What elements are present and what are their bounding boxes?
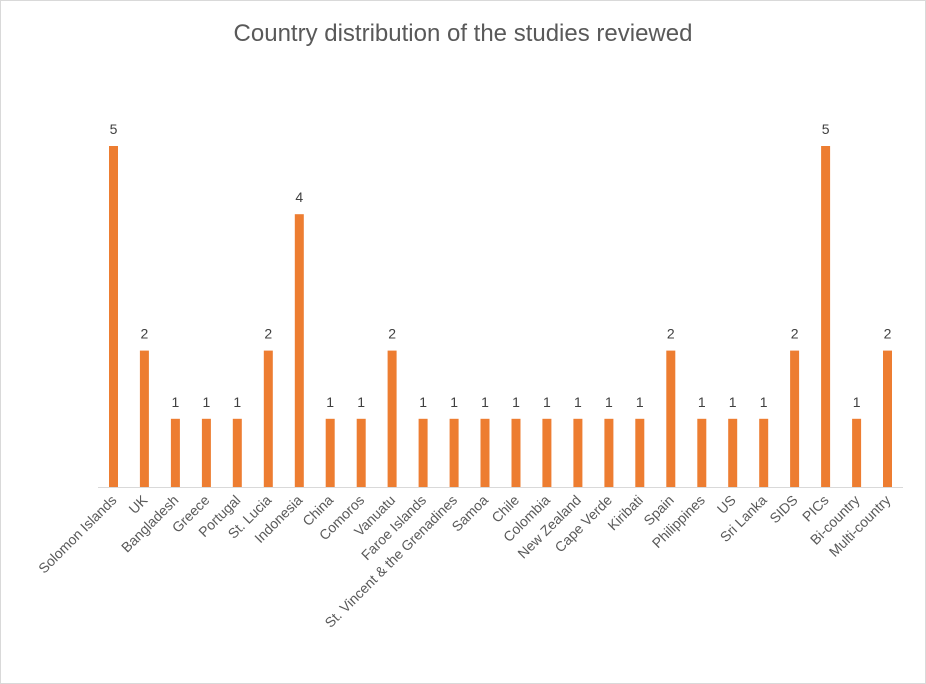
bar xyxy=(139,350,149,487)
data-label: 2 xyxy=(388,326,396,342)
data-label: 1 xyxy=(853,394,861,410)
bar xyxy=(418,418,428,487)
bar xyxy=(201,418,211,487)
data-label: 1 xyxy=(357,394,365,410)
bar xyxy=(790,350,800,487)
bar xyxy=(759,418,769,487)
data-label: 1 xyxy=(512,394,520,410)
bar xyxy=(511,418,521,487)
bar xyxy=(697,418,707,487)
bar xyxy=(728,418,738,487)
data-label: 1 xyxy=(419,394,427,410)
category-label: SIDS xyxy=(766,492,800,526)
data-label: 1 xyxy=(233,394,241,410)
bar xyxy=(387,350,397,487)
bar xyxy=(109,146,118,487)
data-label: 5 xyxy=(822,121,830,137)
bar xyxy=(821,146,831,487)
bar xyxy=(666,350,676,487)
bar xyxy=(170,418,180,487)
data-label: 5 xyxy=(110,121,118,137)
data-label: 4 xyxy=(295,189,303,205)
chart-title: Country distribution of the studies revi… xyxy=(233,20,693,47)
bar xyxy=(263,350,273,487)
category-label: Kiribati xyxy=(604,492,646,534)
category-label: Solomon Islands xyxy=(35,492,120,577)
bar xyxy=(356,418,366,487)
bar xyxy=(852,418,862,487)
bar xyxy=(883,350,892,487)
bar xyxy=(449,418,459,487)
data-label: 1 xyxy=(574,394,582,410)
bar xyxy=(232,418,242,487)
bar xyxy=(294,214,304,487)
data-label: 2 xyxy=(264,326,272,342)
bar xyxy=(635,418,645,487)
data-label: 2 xyxy=(884,326,892,342)
category-labels-group: Solomon Islands UKBangladeshGreecePortuga… xyxy=(35,491,894,630)
data-label: 1 xyxy=(203,394,211,410)
data-label: 1 xyxy=(729,394,737,410)
data-label: 1 xyxy=(698,394,706,410)
bars-group xyxy=(109,146,892,487)
data-labels-group: 5 2 1 1 1 2 4 1 1 2 1 1 1 1 1 1 1 1 2 1 1 1 2 5 1 2 xyxy=(110,121,892,410)
data-label: 2 xyxy=(791,326,799,342)
data-label: 1 xyxy=(172,394,180,410)
bar xyxy=(573,418,583,487)
data-label: 1 xyxy=(605,394,613,410)
bar xyxy=(542,418,552,487)
data-label: 1 xyxy=(326,394,334,410)
data-label: 2 xyxy=(141,326,149,342)
data-label: 1 xyxy=(760,394,768,410)
category-label: US xyxy=(714,492,739,517)
bar xyxy=(604,418,614,487)
data-label: 2 xyxy=(667,326,675,342)
category-label: UK xyxy=(125,491,151,517)
bar xyxy=(325,418,335,487)
data-label: 1 xyxy=(481,394,489,410)
bar xyxy=(480,418,490,487)
data-label: 1 xyxy=(543,394,551,410)
data-label: 1 xyxy=(450,394,458,410)
data-label: 1 xyxy=(636,394,644,410)
